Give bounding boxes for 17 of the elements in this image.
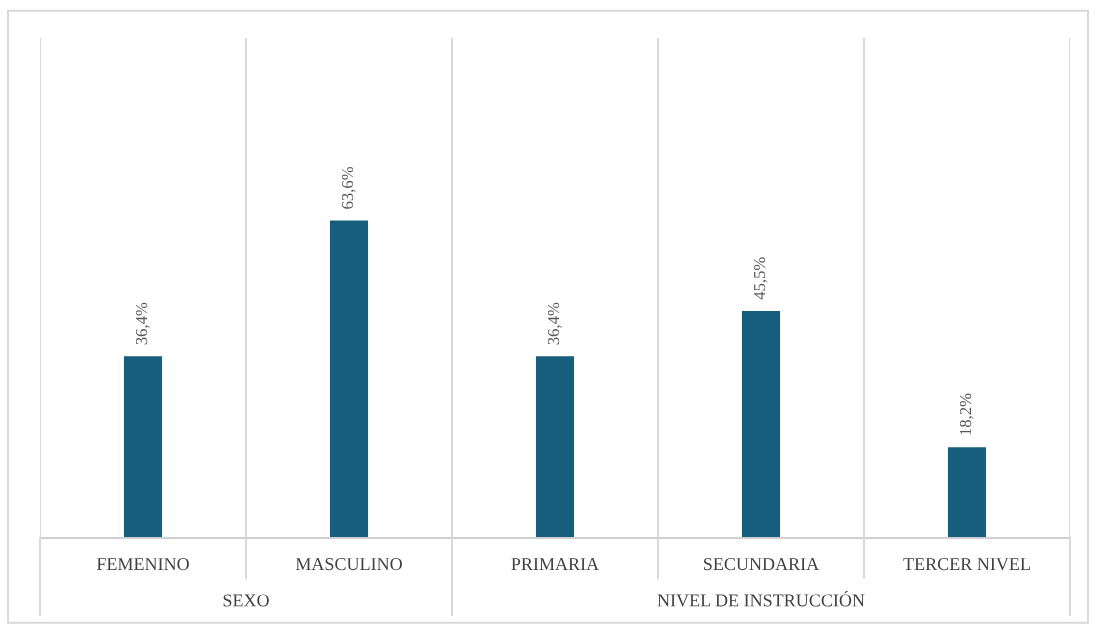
text: SEXO xyxy=(223,594,269,607)
x-tick-label: FEMENINO xyxy=(96,558,189,571)
x-tick-label: SECUNDARIA xyxy=(704,558,820,571)
bar xyxy=(535,356,575,538)
text: NIVEL DE INSTRUCCIÓN xyxy=(657,590,865,607)
x-tick-label: MASCULINO xyxy=(295,558,402,571)
bar xyxy=(123,356,163,538)
data-label: 36,4% xyxy=(135,302,150,345)
data-label: 36,4% xyxy=(547,302,562,345)
data-label: 18,2% xyxy=(959,393,974,435)
bar xyxy=(947,447,987,538)
bar xyxy=(329,220,369,538)
data-label: 45,5% xyxy=(753,257,768,300)
bar xyxy=(741,310,781,538)
x-tick-label: PRIMARIA xyxy=(511,558,600,570)
x-tick-label: TERCER NIVEL xyxy=(903,558,1030,571)
data-label: 63,6% xyxy=(341,166,356,209)
